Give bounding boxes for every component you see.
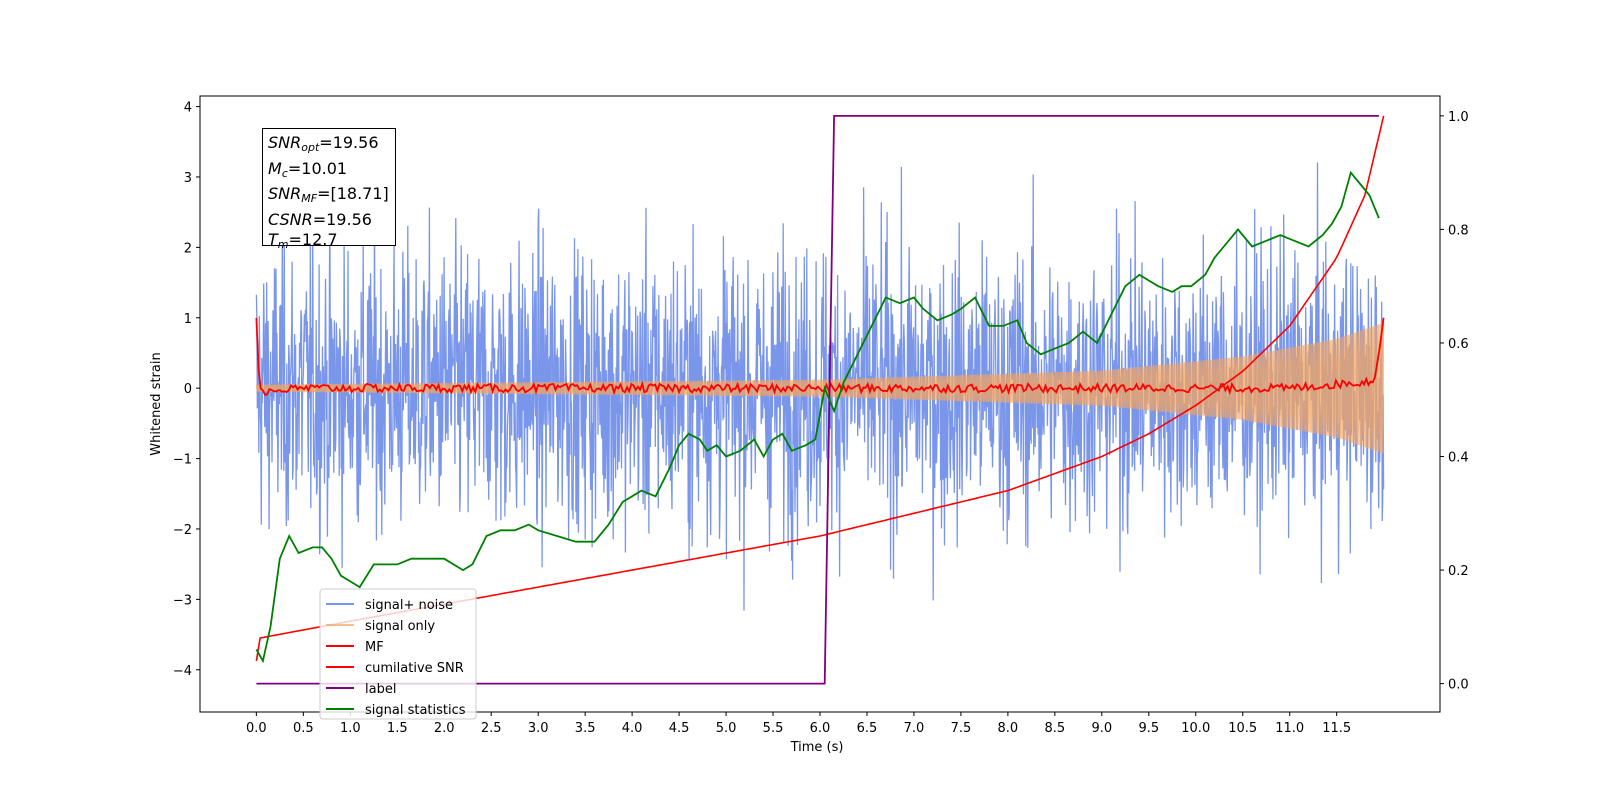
y-tick-label: 0 bbox=[184, 382, 192, 397]
annotation-mc-symbol: M bbox=[268, 158, 282, 178]
x-tick-label: 9.5 bbox=[1138, 721, 1159, 736]
annotation-snr-opt-symbol: SNR bbox=[268, 133, 302, 152]
x-tick-label: 4.5 bbox=[669, 721, 690, 736]
y-tick-label: 1 bbox=[184, 312, 192, 327]
y2-tick-label: 1.0 bbox=[1448, 110, 1469, 125]
annotation-snr-opt-value: =19.56 bbox=[319, 133, 379, 152]
y-tick-label: −4 bbox=[173, 664, 192, 679]
x-tick-label: 2.5 bbox=[481, 721, 502, 736]
x-tick-label: 7.0 bbox=[904, 721, 925, 736]
x-tick-label: 3.5 bbox=[575, 721, 596, 736]
x-tick-label: 0.5 bbox=[293, 721, 314, 736]
y-tick-label: −1 bbox=[173, 453, 192, 468]
legend-label-signal-noise: signal+ noise bbox=[365, 598, 453, 613]
annotation-snr-mf-sub: MF bbox=[301, 192, 318, 206]
annotation-mc-sub: c bbox=[281, 166, 288, 180]
x-tick-label: 9.0 bbox=[1091, 721, 1112, 736]
annotation-tm-symbol: T bbox=[268, 230, 278, 250]
y-tick-label: 3 bbox=[184, 171, 192, 186]
x-tick-label: 7.5 bbox=[951, 721, 972, 736]
annotation-box: SNRopt=19.56 Mc=10.01 SNRMF=[18.71] CSNR… bbox=[262, 128, 396, 251]
x-tick-label: 5.5 bbox=[763, 721, 784, 736]
series-signal-noise bbox=[255, 162, 1385, 611]
annotation-snr-mf-value: =[18.71] bbox=[317, 184, 389, 204]
legend-label-signal-statistics: signal statistics bbox=[365, 703, 466, 718]
annotation-csnr: CSNR=19.56 bbox=[268, 210, 395, 231]
x-tick-label: 10.0 bbox=[1181, 721, 1210, 736]
x-tick-label: 8.5 bbox=[1045, 721, 1066, 736]
y2-ticks: 0.0 0.2 0.4 0.6 0.8 1.0 bbox=[1440, 110, 1469, 693]
x-tick-label: 6.0 bbox=[810, 721, 831, 736]
legend-label-label: label bbox=[365, 682, 396, 697]
x-tick-label: 10.5 bbox=[1228, 721, 1257, 736]
x-ticks: 0.0 0.5 1.0 1.5 2.0 2.5 3.0 3.5 4.0 4.5 5.0 5.5 6.0 6… bbox=[246, 712, 1351, 736]
y2-tick-label: 0.8 bbox=[1448, 223, 1469, 238]
y2-tick-label: 0.0 bbox=[1448, 678, 1469, 693]
y-tick-label: 2 bbox=[184, 241, 192, 256]
x-axis-title: Time (s) bbox=[790, 740, 844, 755]
annotation-tm: Tm=12.7 bbox=[268, 230, 395, 256]
x-tick-label: 11.0 bbox=[1275, 721, 1304, 736]
x-tick-label: 8.0 bbox=[998, 721, 1019, 736]
annotation-snr-mf-symbol: SNR bbox=[268, 184, 302, 204]
x-tick-label: 1.0 bbox=[340, 721, 361, 736]
annotation-csnr-symbol: CSNR bbox=[268, 209, 313, 229]
y-axis-title: Whitened strain bbox=[149, 352, 164, 455]
y2-tick-label: 0.2 bbox=[1448, 564, 1469, 579]
annotation-snr-opt: SNRopt=19.56 bbox=[268, 133, 395, 159]
annotation-mc-value: =10.01 bbox=[287, 158, 348, 178]
x-tick-label: 2.0 bbox=[434, 721, 455, 736]
y2-tick-label: 0.6 bbox=[1448, 337, 1469, 352]
y-ticks: 4 3 2 1 0 −1 −2 −3 −4 bbox=[173, 101, 200, 679]
annotation-mc: Mc=10.01 bbox=[268, 159, 395, 185]
annotation-tm-value: =12.7 bbox=[288, 230, 338, 250]
annotation-snr-mf: SNRMF=[18.71] bbox=[268, 184, 395, 210]
annotation-snr-opt-sub: opt bbox=[301, 141, 320, 154]
annotation-csnr-value: =19.56 bbox=[312, 209, 372, 229]
legend-frame bbox=[319, 588, 477, 720]
x-tick-label: 4.0 bbox=[622, 721, 643, 736]
series-signal-statistics bbox=[255, 170, 1380, 664]
legend: signal+ noise signal only MF cumilative … bbox=[319, 588, 477, 720]
y2-tick-label: 0.4 bbox=[1448, 451, 1469, 466]
y-tick-label: −2 bbox=[173, 523, 192, 538]
legend-label-signal-only: signal only bbox=[365, 619, 435, 634]
series-signal-only bbox=[255, 322, 1385, 454]
x-tick-label: 6.5 bbox=[857, 721, 878, 736]
legend-label-cumulative-snr: cumilative SNR bbox=[365, 661, 464, 676]
y-tick-label: −3 bbox=[173, 593, 192, 608]
x-tick-label: 3.0 bbox=[528, 721, 549, 736]
x-tick-label: 5.0 bbox=[716, 721, 737, 736]
y-tick-label: 4 bbox=[184, 101, 192, 116]
series-mf bbox=[255, 317, 1385, 396]
annotation-tm-sub: m bbox=[277, 238, 289, 252]
x-tick-label: 0.0 bbox=[246, 721, 267, 736]
x-tick-label: 1.5 bbox=[387, 721, 408, 736]
legend-label-mf: MF bbox=[365, 640, 384, 655]
x-tick-label: 11.5 bbox=[1322, 721, 1351, 736]
